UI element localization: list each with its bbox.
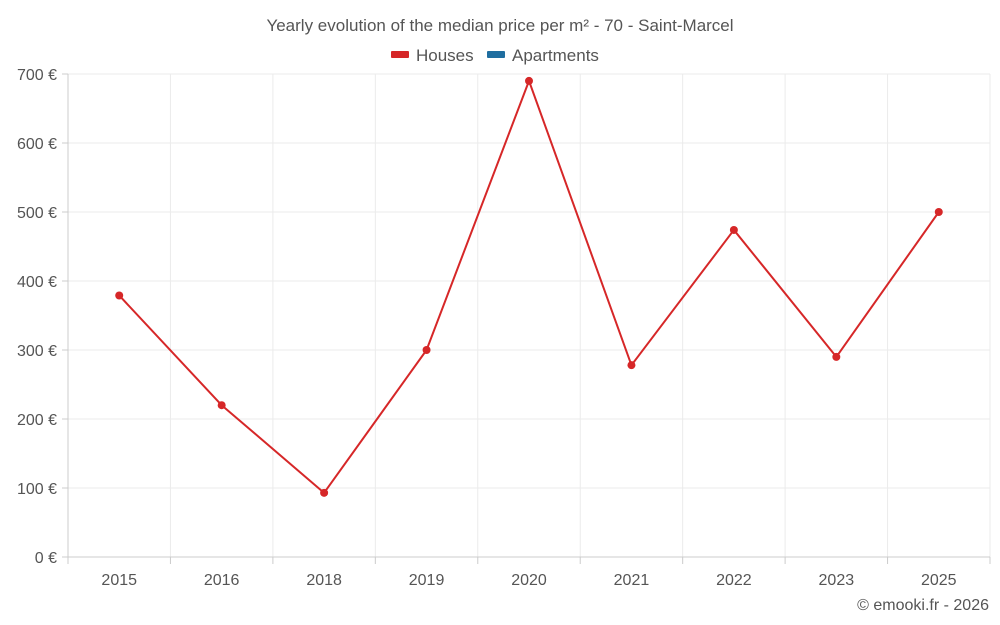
y-tick-label: 0 € — [35, 550, 57, 567]
data-point-houses-2016[interactable] — [217, 401, 226, 410]
legend-swatch-apartments — [487, 51, 505, 58]
legend-label-houses: Houses — [416, 46, 474, 65]
x-tick-label: 2015 — [101, 572, 137, 589]
grid-layer — [67, 73, 991, 557]
x-tick-label: 2016 — [204, 572, 240, 589]
legend: Houses Apartments — [391, 46, 599, 65]
data-point-houses-2015[interactable] — [115, 291, 124, 300]
chart-title: Yearly evolution of the median price per… — [266, 16, 733, 35]
data-point-houses-2020[interactable] — [525, 76, 533, 85]
x-tick-label: 2019 — [409, 572, 445, 589]
y-tick-label: 600 € — [17, 136, 57, 153]
legend-item-apartments[interactable]: Apartments — [487, 46, 599, 65]
data-point-houses-2018[interactable] — [320, 488, 329, 497]
y-tick-label: 100 € — [17, 481, 57, 498]
data-point-houses-2025[interactable] — [934, 208, 943, 216]
chart-credit: © emooki.fr - 2026 — [857, 597, 989, 614]
data-point-houses-2022[interactable] — [729, 225, 738, 234]
legend-item-houses[interactable]: Houses — [391, 46, 474, 65]
x-tick-label: 2021 — [614, 572, 650, 589]
x-tick-label: 2023 — [819, 572, 855, 589]
data-point-houses-2021[interactable] — [627, 361, 636, 370]
axis-layer: 0 € 100 € 200 € 300 € 400 € 500 € 600 € 700 € 20… — [17, 67, 991, 589]
data-point-houses-2019[interactable] — [422, 346, 431, 354]
y-tick-label: 300 € — [17, 343, 57, 360]
series-layer — [115, 76, 943, 497]
y-tick-label: 400 € — [17, 274, 57, 291]
legend-label-apartments: Apartments — [512, 46, 599, 65]
data-point-houses-2023[interactable] — [832, 352, 841, 361]
legend-swatch-houses — [391, 51, 409, 58]
x-tick-label: 2022 — [716, 572, 752, 589]
x-tick-label: 2020 — [511, 572, 547, 589]
y-tick-label: 700 € — [17, 67, 57, 84]
y-tick-label: 500 € — [17, 205, 57, 222]
x-tick-label: 2025 — [921, 572, 957, 589]
x-tick-label: 2018 — [306, 572, 342, 589]
y-tick-label: 200 € — [17, 412, 57, 429]
